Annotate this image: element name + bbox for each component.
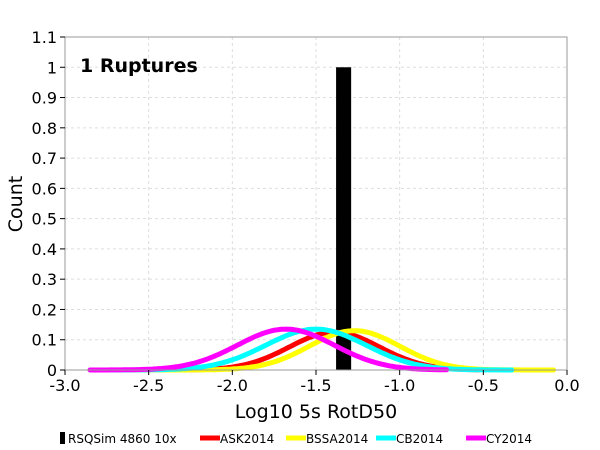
y-tick-label: 0.1 — [32, 331, 57, 350]
y-tick-label: 0.5 — [32, 210, 57, 229]
x-tick-label: -3.0 — [49, 376, 80, 395]
y-axis-title: Count — [5, 176, 27, 232]
y-tick-label: 0.7 — [32, 149, 57, 168]
y-tick-label: 0 — [47, 361, 57, 380]
x-tick-label: -0.5 — [468, 376, 499, 395]
legend-swatch-bar — [60, 432, 65, 444]
x-tick-label: 0.0 — [554, 376, 579, 395]
x-axis-title: Log10 5s RotD50 — [235, 401, 397, 423]
y-axis-ticks: 0 0.1 0.2 0.3 0.4 0.5 0.6 0.7 0.8 0.9 1 1.1 — [32, 28, 65, 380]
y-tick-label: 0.4 — [32, 240, 57, 259]
x-tick-label: -1.5 — [300, 376, 331, 395]
legend-label: CY2014 — [486, 432, 532, 446]
y-tick-label: 0.2 — [32, 300, 57, 319]
x-tick-label: -2.5 — [133, 376, 164, 395]
chart-annotation: 1 Ruptures — [80, 55, 198, 77]
legend-label: RSQSim 4860 10x — [68, 432, 177, 446]
y-tick-label: 0.6 — [32, 179, 57, 198]
legend: RSQSim 4860 10x ASK2014 BSSA2014 CB2014 CY20… — [60, 432, 532, 446]
x-axis-ticks: -3.0 -2.5 -2.0 -1.5 -1.0 -0.5 0.0 — [49, 370, 580, 395]
y-tick-label: 0.9 — [32, 89, 57, 108]
y-tick-label: 0.3 — [32, 270, 57, 289]
series-line-cy2014 — [87, 326, 449, 373]
y-tick-label: 1 — [47, 58, 57, 77]
histogram-bar — [336, 67, 352, 370]
legend-label: CB2014 — [396, 432, 443, 446]
x-tick-label: -2.0 — [217, 376, 248, 395]
bars — [336, 67, 352, 370]
y-tick-label: 1.1 — [32, 28, 57, 47]
series-lines — [87, 326, 557, 373]
y-tick-label: 0.8 — [32, 119, 57, 138]
legend-label: ASK2014 — [220, 432, 274, 446]
grid — [64, 36, 568, 371]
legend-label: BSSA2014 — [306, 432, 368, 446]
x-tick-label: -1.0 — [384, 376, 415, 395]
